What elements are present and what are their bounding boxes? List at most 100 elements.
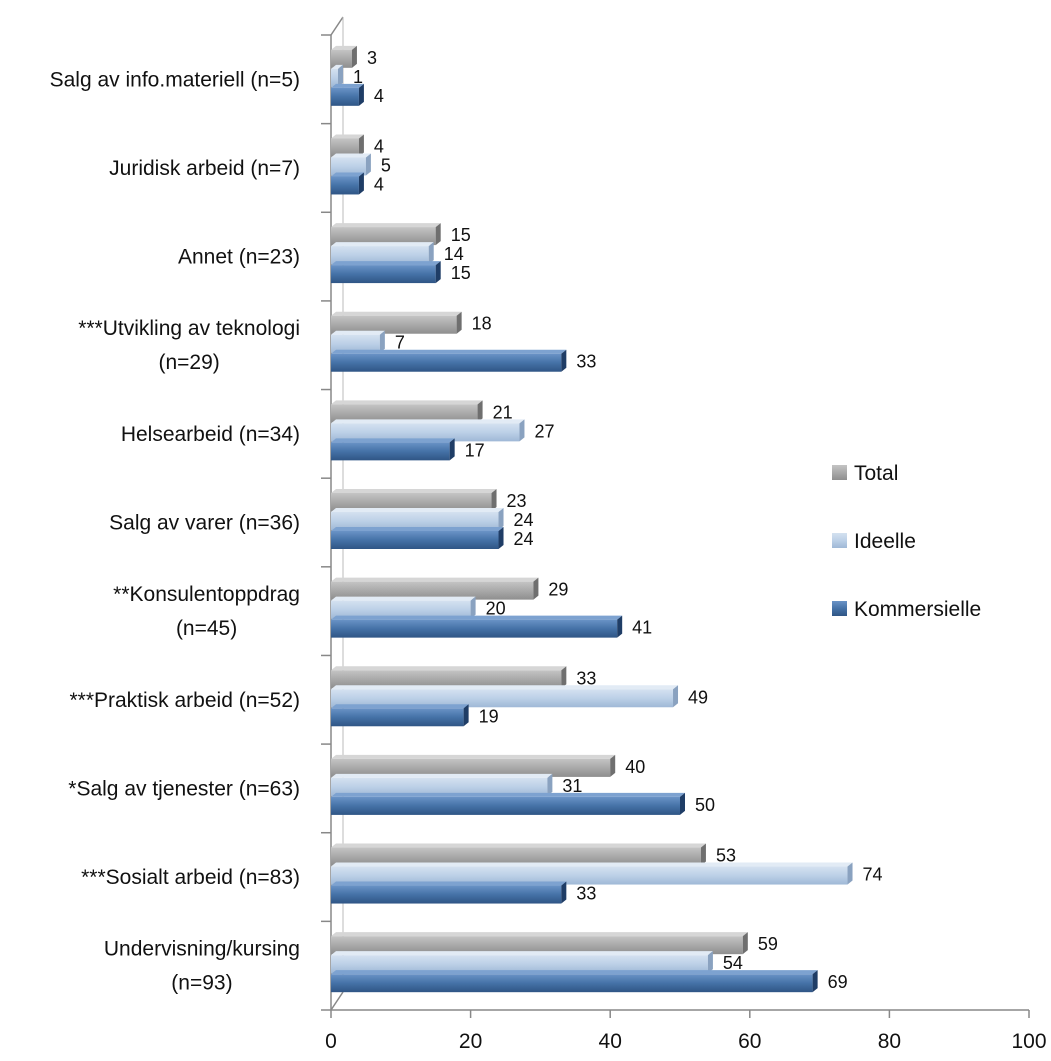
- data-label: 41: [632, 618, 652, 638]
- x-tick-label: 80: [878, 1030, 901, 1053]
- bar-top-face: [331, 330, 385, 335]
- data-label: 24: [514, 529, 534, 549]
- data-label: 74: [863, 865, 883, 885]
- x-tick-label: 40: [599, 1030, 622, 1053]
- bar-end-face: [812, 970, 818, 993]
- bar-top-face: [331, 577, 539, 582]
- x-tick-label: 100: [1011, 1030, 1046, 1053]
- bar-top-face: [331, 685, 679, 690]
- bar: [331, 885, 562, 904]
- bar-top-face: [331, 704, 469, 709]
- bar-end-face: [610, 754, 616, 777]
- bar-end-face: [742, 932, 748, 955]
- bar: [331, 265, 436, 284]
- bar-top-face: [331, 311, 462, 316]
- bar-end-face: [379, 330, 385, 353]
- data-label: 59: [758, 934, 778, 954]
- bar: [331, 619, 618, 638]
- category-label: Salg av info.materiell (n=5): [50, 68, 300, 91]
- bar-end-face: [358, 83, 364, 106]
- bar: [331, 758, 611, 777]
- bar-top-face: [331, 843, 706, 848]
- bar: [331, 87, 359, 106]
- data-label: 4: [374, 136, 384, 156]
- bar-top-face: [331, 134, 364, 139]
- bar-end-face: [463, 704, 469, 727]
- bar-top-face: [331, 932, 748, 937]
- data-label: 15: [451, 263, 471, 283]
- y-axis-top-edge: [330, 16, 344, 36]
- bar-top-face: [331, 773, 553, 778]
- x-tick-label: 0: [325, 1030, 337, 1053]
- bar: [331, 531, 499, 549]
- bar-top-face: [331, 153, 371, 158]
- legend-swatch: [832, 533, 847, 548]
- data-label: 4: [374, 86, 384, 106]
- bar-end-face: [351, 45, 357, 68]
- bar-end-face: [428, 242, 434, 265]
- bar: [331, 974, 813, 993]
- bar-end-face: [358, 134, 364, 157]
- x-tick-label: 20: [459, 1030, 482, 1053]
- bar: [331, 493, 492, 511]
- bar: [331, 68, 338, 87]
- bar: [331, 246, 429, 265]
- data-label: 20: [486, 599, 506, 619]
- bar-top-face: [331, 261, 441, 266]
- data-label: 21: [493, 402, 513, 422]
- bar: [331, 227, 436, 246]
- bar-layer: [331, 45, 853, 993]
- bar-top-face: [331, 596, 476, 601]
- bar-top-face: [331, 970, 818, 975]
- bar-top-face: [331, 172, 364, 177]
- bar-end-face: [707, 951, 713, 974]
- bar-end-face: [470, 596, 476, 619]
- bar-end-face: [547, 773, 553, 796]
- bar-end-face: [337, 64, 343, 87]
- bar-end-face: [847, 862, 853, 885]
- bar-top-face: [331, 527, 504, 531]
- bar: [331, 955, 708, 974]
- data-label: 49: [688, 687, 708, 707]
- data-label: 4: [374, 174, 384, 194]
- data-label: 54: [723, 953, 743, 973]
- data-label: 5: [381, 155, 391, 175]
- bar-end-face: [519, 419, 525, 442]
- category-label: Helsearbeid (n=34): [121, 423, 300, 446]
- category-label: ***Sosialt arbeid (n=83): [81, 866, 300, 889]
- bar-top-face: [331, 83, 364, 88]
- category-label: Undervisning/kursing: [104, 938, 300, 961]
- bar: [331, 157, 366, 176]
- bar-end-face: [365, 153, 371, 176]
- bar-end-face: [435, 223, 441, 246]
- bar: [331, 404, 478, 423]
- bar-end-face: [673, 685, 679, 708]
- category-label: (n=93): [171, 972, 232, 995]
- bar-end-face: [617, 615, 623, 638]
- data-label: 40: [625, 757, 645, 777]
- bar: [331, 442, 450, 461]
- bar-end-face: [533, 577, 539, 600]
- bar-top-face: [331, 400, 483, 405]
- bar: [331, 176, 359, 195]
- bar: [331, 796, 680, 815]
- category-label: *Salg av tjenester (n=63): [68, 777, 300, 800]
- bar-end-face: [456, 311, 462, 334]
- bar: [331, 670, 562, 689]
- bar-end-face: [498, 527, 504, 549]
- bar: [331, 512, 499, 530]
- category-label: Annet (n=23): [178, 246, 300, 269]
- bar-top-face: [331, 419, 525, 424]
- bar-top-face: [331, 881, 567, 886]
- bar: [331, 777, 548, 796]
- bar: [331, 353, 562, 372]
- bar-top-face: [331, 438, 455, 443]
- data-label: 17: [465, 440, 485, 460]
- legend: Total Ideelle Kommersielle: [832, 462, 981, 621]
- data-label: 53: [716, 846, 736, 866]
- bar-end-face: [477, 400, 483, 423]
- bar-top-face: [331, 508, 504, 512]
- data-label: 29: [548, 580, 568, 600]
